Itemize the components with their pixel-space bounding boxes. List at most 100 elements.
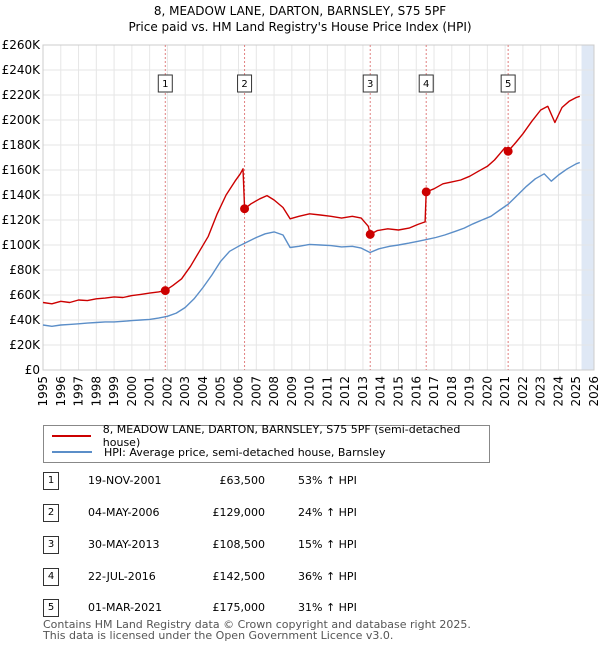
footer-copyright: Contains HM Land Registry data © Crown c…: [43, 618, 471, 631]
x-tick-label: 2005: [214, 376, 228, 407]
y-tick-label: £80K: [9, 263, 41, 277]
sale-number-box: 4: [43, 568, 59, 586]
sale-date: 19-NOV-2001: [88, 474, 162, 487]
sale-marker-box: [500, 74, 516, 93]
sale-marker-label: 5: [505, 79, 511, 90]
x-tick-label: 2004: [196, 376, 210, 407]
x-tick-label: 2014: [374, 376, 388, 407]
x-tick-label: 2002: [160, 376, 174, 407]
legend-swatch-property: [52, 435, 91, 437]
x-tick-label: 2016: [409, 376, 423, 407]
sale-number-box: 2: [43, 504, 59, 522]
y-tick-label: £160K: [2, 163, 42, 177]
footer-licence: This data is licensed under the Open Gov…: [43, 629, 394, 642]
future-shade: [581, 45, 594, 370]
y-tick-label: £20K: [9, 338, 41, 352]
sale-hpi-change: 24% ↑ HPI: [298, 506, 357, 519]
x-tick-label: 2021: [498, 376, 512, 407]
x-tick-label: 2013: [356, 376, 370, 407]
x-tick-label: 1998: [89, 376, 103, 407]
table-row: 1 19-NOV-2001 £63,500 53% ↑ HPI: [43, 472, 443, 490]
sale-date: 01-MAR-2021: [88, 601, 163, 614]
sale-marker-label: 2: [241, 79, 247, 90]
sale-hpi-change: 15% ↑ HPI: [298, 538, 357, 551]
hpi-line: [42, 161, 581, 327]
plot-frame: [42, 44, 595, 371]
y-tick-label: £140K: [2, 188, 42, 202]
sale-marker-label: 1: [162, 79, 168, 90]
x-tick-label: 2010: [303, 376, 317, 407]
y-tick-label: £180K: [2, 138, 42, 152]
legend-swatch-hpi: [52, 451, 92, 453]
sale-point: [421, 187, 431, 197]
x-tick-label: 2012: [338, 376, 352, 407]
sale-price: £175,000: [212, 601, 266, 614]
x-tick-label: 2000: [125, 376, 139, 407]
x-tick-label: 2020: [480, 376, 494, 407]
sale-number-box: 3: [43, 536, 59, 554]
x-tick-label: 2009: [285, 376, 299, 407]
sale-number-box: 5: [43, 599, 59, 617]
y-tick-label: £60K: [9, 288, 41, 302]
legend-item-hpi: HPI: Average price, semi-detached house,…: [52, 445, 386, 459]
x-tick-label: 2025: [569, 376, 583, 407]
sale-marker-box: [237, 74, 253, 93]
legend-label-property: 8, MEADOW LANE, DARTON, BARNSLEY, S75 5P…: [102, 423, 461, 449]
x-tick-label: 1996: [54, 376, 68, 407]
sale-marker-label: 3: [367, 79, 373, 90]
sale-date: 04-MAY-2006: [88, 506, 160, 519]
sale-marker-box: [418, 74, 434, 93]
sale-marker-box: [362, 74, 378, 93]
x-tick-label: 2006: [232, 376, 246, 407]
chart-subtitle: Price paid vs. HM Land Registry's House …: [128, 20, 471, 34]
sale-date: 30-MAY-2013: [88, 538, 160, 551]
y-tick-label: £120K: [2, 213, 42, 227]
y-tick-label: £260K: [2, 38, 42, 52]
footer: Contains HM Land Registry data © Crown c…: [43, 619, 471, 641]
table-row: 4 22-JUL-2016 £142,500 36% ↑ HPI: [43, 568, 443, 586]
price-chart: 8, MEADOW LANE, DARTON, BARNSLEY, S75 5P…: [2, 4, 600, 407]
sale-hpi-change: 53% ↑ HPI: [298, 474, 357, 487]
sale-marker-box: [157, 74, 173, 93]
x-tick-label: 1997: [72, 376, 86, 407]
x-tick-label: 2023: [534, 376, 548, 407]
y-tick-label: £200K: [2, 113, 42, 127]
x-tick-label: 2003: [178, 376, 192, 407]
sale-marker-label: 4: [423, 79, 429, 90]
x-tick-label: 2007: [249, 376, 263, 407]
chart-title: 8, MEADOW LANE, DARTON, BARNSLEY, S75 5P…: [154, 4, 446, 18]
x-tick-label: 2008: [267, 376, 281, 407]
x-tick-label: 2019: [463, 376, 477, 407]
legend-item-property: 8, MEADOW LANE, DARTON, BARNSLEY, S75 5P…: [52, 423, 489, 449]
sale-price: £142,500: [212, 570, 266, 583]
table-row: 3 30-MAY-2013 £108,500 15% ↑ HPI: [43, 536, 443, 554]
sale-point: [160, 286, 170, 296]
table-row: 2 04-MAY-2006 £129,000 24% ↑ HPI: [43, 504, 443, 522]
x-tick-label: 2018: [445, 376, 459, 407]
x-tick-label: 2024: [551, 376, 565, 407]
x-tick-label: 2015: [391, 376, 405, 407]
x-tick-label: 2011: [320, 376, 334, 407]
x-tick-label: 1999: [107, 376, 121, 407]
sale-point: [503, 146, 513, 156]
sale-number-box: 1: [43, 472, 59, 490]
legend-label-hpi: HPI: Average price, semi-detached house,…: [104, 445, 386, 459]
y-tick-label: £0: [25, 363, 40, 377]
sale-point: [365, 229, 375, 239]
y-tick-label: £100K: [2, 238, 42, 252]
sale-price: £129,000: [212, 506, 266, 519]
sale-price: £63,500: [219, 474, 266, 487]
property-price-line: [42, 95, 581, 305]
sale-price: £108,500: [212, 538, 266, 551]
sale-point: [240, 204, 250, 214]
x-tick-label: 2001: [143, 376, 157, 407]
sale-hpi-change: 36% ↑ HPI: [298, 570, 357, 583]
table-row: 5 01-MAR-2021 £175,000 31% ↑ HPI: [43, 599, 443, 617]
legend: 8, MEADOW LANE, DARTON, BARNSLEY, S75 5P…: [43, 423, 490, 463]
x-tick-label: 2026: [587, 376, 600, 407]
y-tick-label: £240K: [2, 63, 42, 77]
sale-hpi-change: 31% ↑ HPI: [298, 601, 357, 614]
y-tick-label: £220K: [2, 88, 42, 102]
x-tick-label: 2022: [516, 376, 530, 407]
x-tick-label: 2017: [427, 376, 441, 407]
